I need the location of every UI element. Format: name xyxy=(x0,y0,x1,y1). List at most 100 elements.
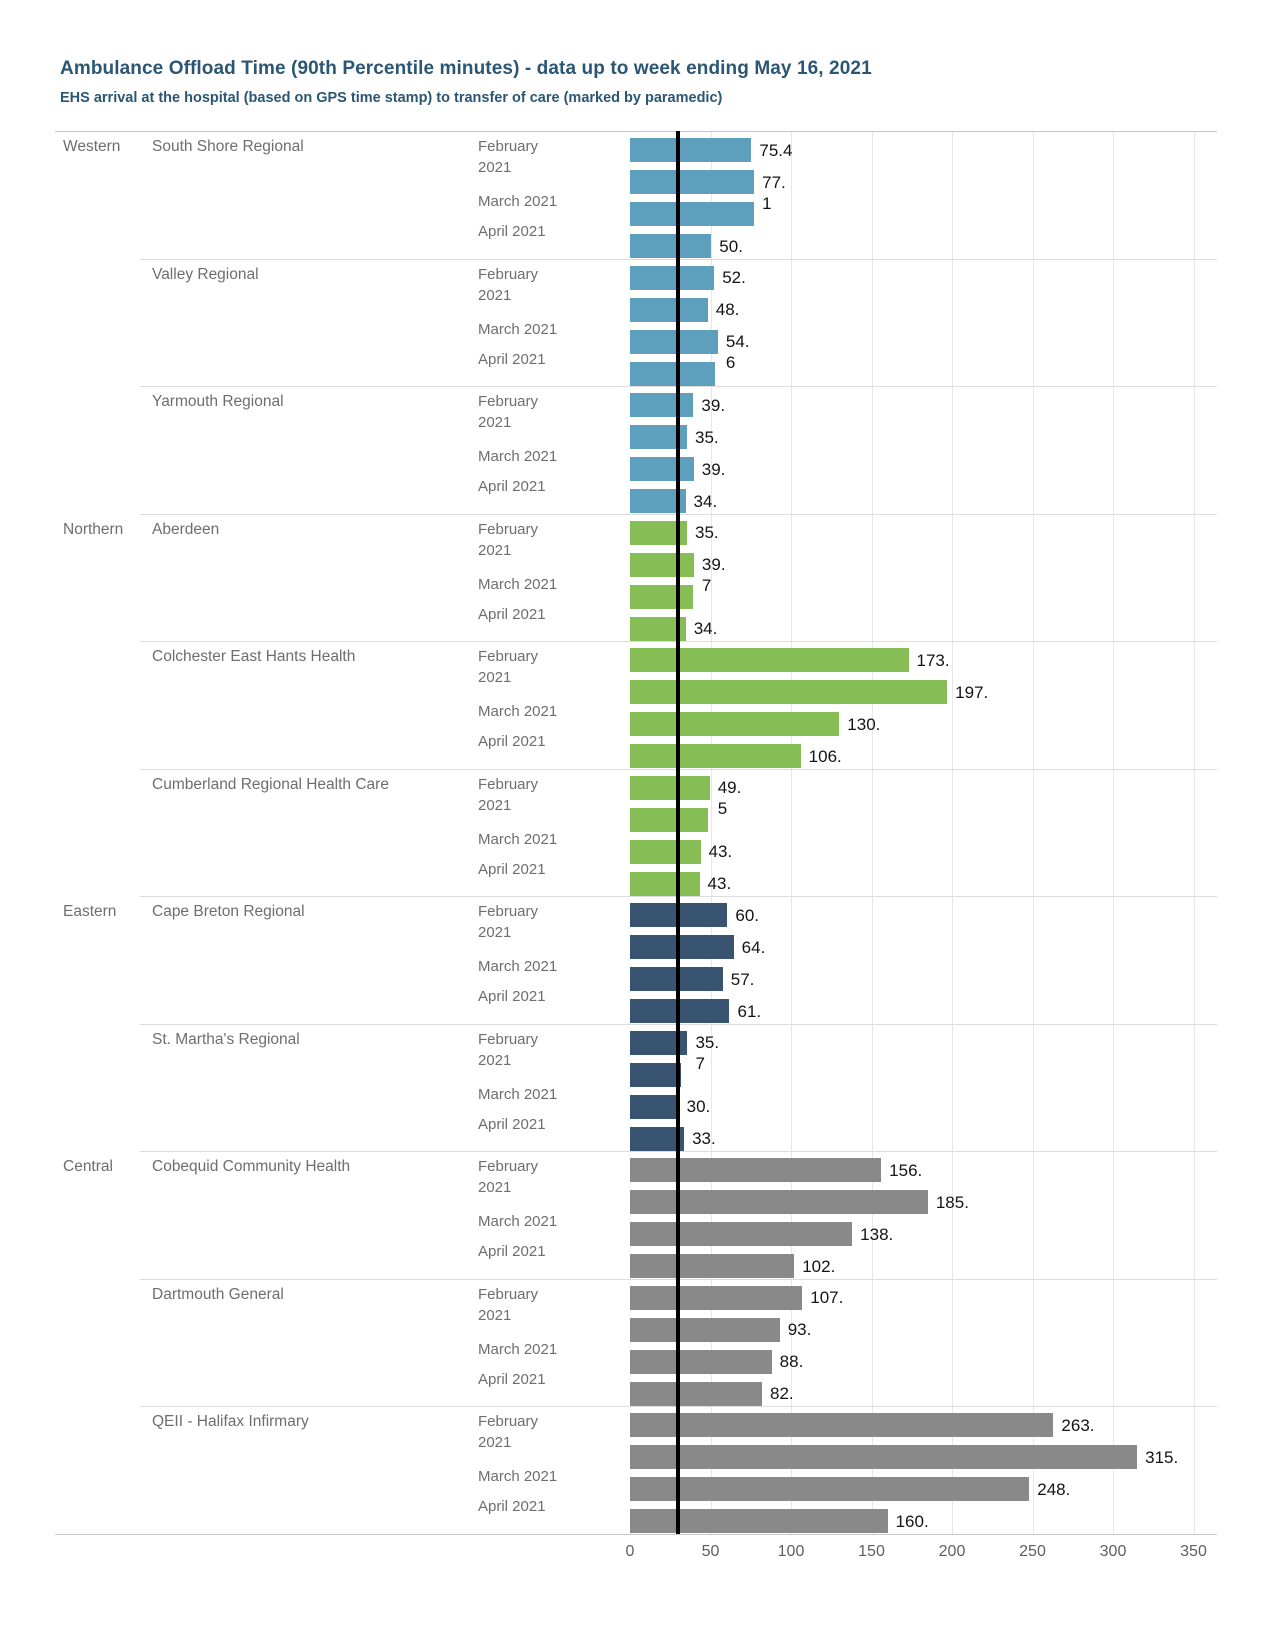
bar[interactable] xyxy=(630,871,700,896)
bar-value-label: 88. xyxy=(779,1352,804,1371)
month-label: March 2021 xyxy=(478,320,558,338)
hospital-label: Cape Breton Regional xyxy=(152,903,305,920)
month-label: March 2021 xyxy=(478,1340,558,1358)
bar[interactable] xyxy=(630,1222,853,1246)
bar[interactable] xyxy=(630,234,712,258)
hospital-label: St. Martha's Regional xyxy=(152,1030,300,1048)
bar[interactable] xyxy=(630,1285,803,1310)
bar[interactable] xyxy=(630,935,734,959)
bar-value-label: 7 xyxy=(701,576,712,595)
hospital-label: Yarmouth Regional xyxy=(152,393,284,410)
bar[interactable] xyxy=(630,1094,679,1119)
x-axis-tick-label: 50 xyxy=(701,1542,720,1560)
month-label: February 2021 xyxy=(478,138,539,176)
bar[interactable] xyxy=(630,265,715,290)
reference-line xyxy=(676,131,681,1534)
bar[interactable] xyxy=(630,297,708,322)
bar[interactable] xyxy=(630,712,840,736)
bar[interactable] xyxy=(630,807,709,832)
bar-value-label: 60. xyxy=(735,905,760,925)
bar[interactable] xyxy=(630,775,710,800)
bar-value-label: 156. xyxy=(889,1160,923,1180)
bar-value-label: 39. xyxy=(701,395,726,415)
zone-label: Western xyxy=(63,138,121,155)
bar[interactable] xyxy=(630,839,701,864)
bar-value-label: 35. xyxy=(694,523,719,542)
hospital-label: Cobequid Community Health xyxy=(152,1158,351,1175)
bar[interactable] xyxy=(630,329,718,354)
bar-value-label: 34. xyxy=(693,619,718,638)
bar-value-label: 102. xyxy=(802,1256,836,1276)
bar[interactable] xyxy=(630,1317,780,1342)
bar[interactable] xyxy=(630,1477,1030,1501)
x-axis-tick-label: 300 xyxy=(1099,1542,1127,1560)
bar[interactable] xyxy=(630,648,909,672)
month-label: April 2021 xyxy=(478,350,546,368)
bar[interactable] xyxy=(630,1190,928,1214)
month-label: February 2021 xyxy=(478,775,539,814)
bar-value-label: 54. xyxy=(725,332,750,351)
month-label: February 2021 xyxy=(478,265,539,304)
month-label: March 2021 xyxy=(478,193,558,210)
bar-value-label: 35. xyxy=(695,1033,720,1052)
bar-value-label: 39. xyxy=(701,555,726,574)
page-subtitle: EHS arrival at the hospital (based on GP… xyxy=(60,90,723,106)
bar[interactable] xyxy=(630,552,694,577)
bar-value-label: 315. xyxy=(1145,1447,1179,1467)
month-label: March 2021 xyxy=(478,448,558,465)
month-label: April 2021 xyxy=(478,1498,546,1515)
bar-value-label: 248. xyxy=(1037,1479,1071,1499)
bar-value-label: 138. xyxy=(860,1224,894,1244)
bar-value-label: 43. xyxy=(707,874,732,893)
bar[interactable] xyxy=(630,361,715,386)
bar[interactable] xyxy=(630,457,694,481)
hospital-label: Valley Regional xyxy=(152,265,259,283)
bar[interactable] xyxy=(630,1126,685,1151)
bar[interactable] xyxy=(630,489,686,513)
month-label: April 2021 xyxy=(478,223,546,240)
gridline xyxy=(710,131,712,1534)
bar[interactable] xyxy=(630,744,801,768)
bar[interactable] xyxy=(630,1509,888,1533)
bar[interactable] xyxy=(630,202,754,226)
month-label: February 2021 xyxy=(478,1413,539,1451)
month-label: March 2021 xyxy=(478,1468,558,1485)
bar-value-label: 61. xyxy=(737,1001,762,1021)
month-label: April 2021 xyxy=(478,733,546,750)
bar-value-label: 173. xyxy=(916,650,950,670)
bar[interactable] xyxy=(630,1381,763,1406)
hospital-label: Colchester East Hants Health xyxy=(152,648,356,665)
bar[interactable] xyxy=(630,1254,795,1278)
gridline xyxy=(1193,131,1195,1534)
bar[interactable] xyxy=(630,138,752,162)
gridline xyxy=(1113,131,1114,1534)
month-label: February 2021 xyxy=(478,648,539,686)
bar-value-label: 7 xyxy=(695,1054,705,1073)
bar[interactable] xyxy=(630,584,694,609)
bar[interactable] xyxy=(630,393,694,417)
bar-value-label: 160. xyxy=(895,1511,929,1531)
month-label: February 2021 xyxy=(478,1030,539,1069)
month-label: February 2021 xyxy=(478,1158,539,1196)
bar[interactable] xyxy=(630,1445,1138,1469)
bar[interactable] xyxy=(630,1062,681,1087)
bar-value-label: 64. xyxy=(741,937,766,957)
bar-value-label: 106. xyxy=(808,746,842,766)
bar-value-label: 34. xyxy=(693,491,718,511)
bar-value-label: 130. xyxy=(847,714,881,734)
hospital-label: QEII - Halifax Infirmary xyxy=(152,1413,309,1430)
bar[interactable] xyxy=(630,170,755,194)
x-axis-tick-label: 250 xyxy=(1019,1542,1046,1560)
month-label: April 2021 xyxy=(478,605,546,623)
bar-value-label: 39. xyxy=(701,459,726,479)
bar[interactable] xyxy=(630,1349,772,1374)
bar-value-label: 35. xyxy=(694,427,719,447)
month-label: April 2021 xyxy=(478,988,546,1005)
bar[interactable] xyxy=(630,1158,882,1182)
bar-value-label: 197. xyxy=(955,682,989,702)
bar[interactable] xyxy=(630,1413,1054,1437)
bar[interactable] xyxy=(630,680,948,704)
zone-label: Eastern xyxy=(63,903,117,920)
month-label: April 2021 xyxy=(478,1243,546,1260)
